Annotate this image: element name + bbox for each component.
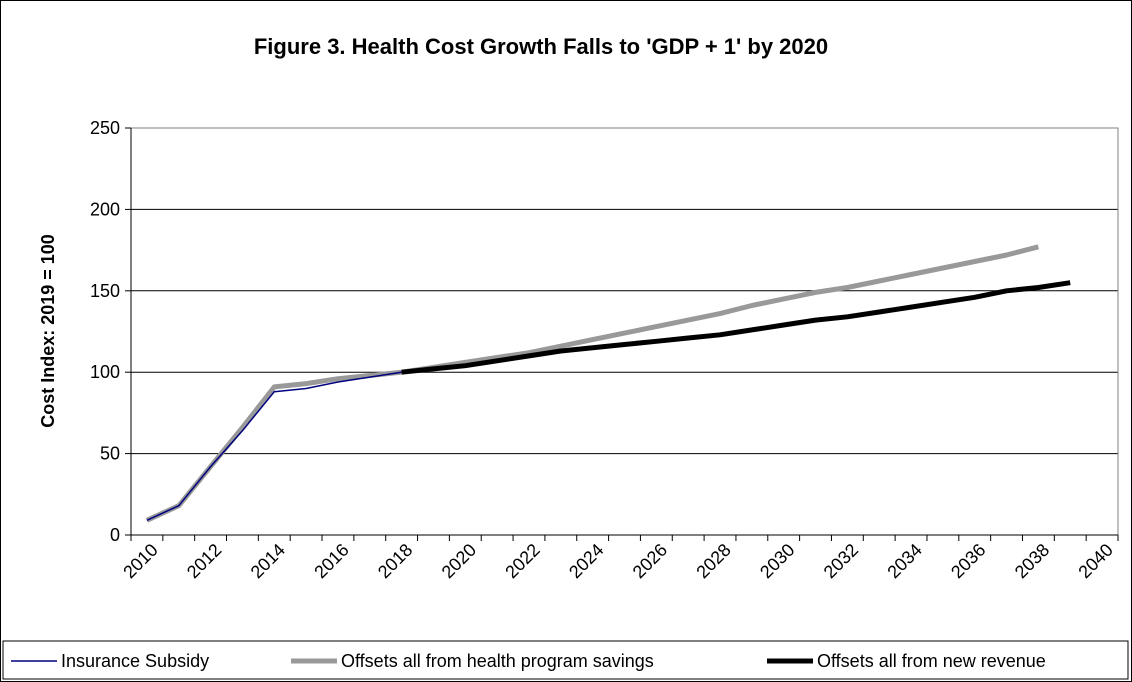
x-tick-label: 2032 [820,540,862,582]
x-tick-label: 2028 [692,540,734,582]
x-tick-label: 2016 [310,540,352,582]
x-tick-label: 2022 [501,540,543,582]
grid-layer [131,208,1118,455]
legend-label-0: Insurance Subsidy [61,651,209,671]
y-tick-label: 250 [90,118,120,138]
x-ticks: 2010 2012 2014 2016 2018 2020 2022 2024 2026 2028… [119,534,1119,582]
y-tick-label: 200 [90,199,120,219]
x-tick-label: 2014 [247,540,289,582]
y-tick-label: 50 [100,444,120,464]
x-tick-label: 2012 [183,540,225,582]
legend: Insurance Subsidy Offsets all from health… [2,640,1129,680]
legend-box [2,640,1129,680]
series-line-1 [145,244,1040,523]
x-tick-label: 2034 [883,540,925,582]
x-tick-label: 2038 [1011,540,1053,582]
x-tick-label: 2026 [629,540,671,582]
legend-label-1: Offsets all from health program savings [341,651,654,671]
x-tick-label: 2010 [119,540,161,582]
y-tick-label: 0 [110,525,120,545]
series-line-2 [401,280,1071,375]
series-line-0 [146,371,402,521]
x-tick-label: 2040 [1074,540,1116,582]
y-ticks: 0 50 100 150 200 250 [90,118,132,545]
x-tick-label: 2020 [438,540,480,582]
x-tick-label: 2030 [756,540,798,582]
y-tick-label: 150 [90,281,120,301]
x-tick-label: 2024 [565,540,607,582]
x-tick-label: 2018 [374,540,416,582]
legend-label-2: Offsets all from new revenue [817,651,1046,671]
chart-title: Figure 3. Health Cost Growth Falls to 'G… [254,34,828,59]
y-tick-label: 100 [90,362,120,382]
x-tick-label: 2036 [947,540,989,582]
y-axis-label: Cost Index: 2019 = 100 [38,234,58,428]
series-layer [145,244,1071,523]
